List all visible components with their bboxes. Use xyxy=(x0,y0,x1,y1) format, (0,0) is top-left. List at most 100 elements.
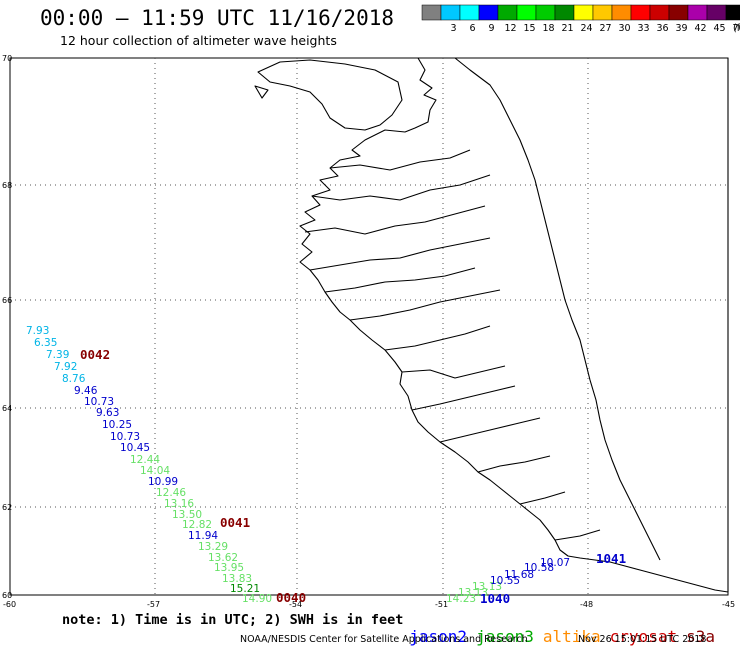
scale-swatch xyxy=(611,4,632,21)
scale-label: 9 xyxy=(488,23,494,34)
wave-height-value: 12.46 xyxy=(156,487,186,499)
wave-height-value: 13.16 xyxy=(164,498,194,510)
lon-label: -57 xyxy=(147,600,160,609)
wave-height-value: 13.29 xyxy=(198,541,228,553)
wave-height-value: 10.73 xyxy=(84,396,114,408)
wave-height-value: 14.23 xyxy=(446,593,476,605)
scale-label: 6 xyxy=(469,23,475,34)
wave-height-value: 7.92 xyxy=(54,361,77,373)
wave-height-value: 6.35 xyxy=(34,337,57,349)
scale-swatch xyxy=(421,4,442,21)
lat-label: 70 xyxy=(2,54,12,63)
wave-height-value: 14.90 xyxy=(242,593,272,605)
pass-labels: 0042 0041 0040 1040 1041 xyxy=(80,347,626,606)
scale-swatch xyxy=(668,4,689,21)
wave-height-value: 10.07 xyxy=(540,557,570,569)
map-title: 00:00 – 11:59 UTC 11/16/2018 xyxy=(40,6,395,30)
lon-label: -54 xyxy=(289,600,302,609)
scale-swatch xyxy=(592,4,613,21)
pass-label: 1040 xyxy=(480,591,510,606)
legend-jason2: jason2 xyxy=(409,627,468,646)
greenland-coastline xyxy=(254,57,729,593)
scale-swatch xyxy=(706,4,727,21)
scale-label: 39 xyxy=(675,23,687,34)
scale-swatch xyxy=(573,4,594,21)
scale-label: 24 xyxy=(580,23,592,34)
scale-label: 21 xyxy=(561,23,573,34)
longitude-labels: -60 -57 -54 -51 -48 -45 xyxy=(3,600,735,609)
lon-label: -45 xyxy=(722,600,735,609)
wave-height-value: 13.13 xyxy=(472,581,502,593)
lon-label: -60 xyxy=(3,600,16,609)
wave-height-value: 13.50 xyxy=(172,509,202,521)
lat-label: 66 xyxy=(2,296,12,305)
color-scale: 36912151821242730333639424570(ft) xyxy=(421,4,740,34)
footer-note: note: 1) Time is in UTC; 2) SWH is in fe… xyxy=(62,612,404,628)
lon-label: -51 xyxy=(435,600,448,609)
lat-label: 64 xyxy=(2,404,12,413)
wave-height-value: 10.58 xyxy=(524,562,554,574)
scale-label: 18 xyxy=(542,23,554,34)
latitude-labels: 70 68 66 64 62 60 xyxy=(2,54,12,600)
wave-height-value: 10.25 xyxy=(102,419,132,431)
scale-swatch xyxy=(516,4,537,21)
wave-height-observations: 7.936.357.397.928.769.4610.739.6310.2510… xyxy=(26,325,570,605)
wave-height-value: 10.73 xyxy=(110,431,140,443)
credit-line: NOAA/NESDIS Center for Satellite Applica… xyxy=(240,634,528,645)
scale-label: 42 xyxy=(694,23,706,34)
legend-s3a: s3a xyxy=(686,627,715,646)
wave-height-value: 8.76 xyxy=(62,373,86,385)
scale-swatch xyxy=(554,4,575,21)
wave-height-value: 12.44 xyxy=(130,454,160,466)
scale-label: 12 xyxy=(504,23,516,34)
wave-height-value: 9.46 xyxy=(74,385,98,397)
scale-swatch xyxy=(725,4,740,21)
scale-swatch xyxy=(478,4,499,21)
wave-height-value: 10.99 xyxy=(148,476,178,488)
wave-height-value: 7.39 xyxy=(46,349,69,361)
satellite-legend: jason2 jason3 altika cryosat s3a xyxy=(390,608,724,646)
wave-height-value: 11.68 xyxy=(504,569,534,581)
scale-swatch xyxy=(649,4,670,21)
scale-label: 36 xyxy=(656,23,668,34)
generation-timestamp: Nov 26 15:01:15 UTC 2018 xyxy=(578,634,707,645)
wave-height-value: 13.62 xyxy=(208,552,238,564)
scale-label: 27 xyxy=(599,23,611,34)
lon-label: -48 xyxy=(580,600,593,609)
wave-height-value: 13.95 xyxy=(214,562,244,574)
wave-height-value: 15.21 xyxy=(230,583,260,595)
scale-swatch xyxy=(497,4,518,21)
legend-jason3: jason3 xyxy=(476,627,534,646)
pass-label: 0040 xyxy=(276,590,306,605)
scale-swatch xyxy=(630,4,651,21)
wave-height-value: 11.94 xyxy=(188,530,218,542)
scale-swatch xyxy=(459,4,480,21)
legend-altika: altika xyxy=(542,627,601,646)
map-subtitle: 12 hour collection of altimeter wave hei… xyxy=(60,33,337,48)
scale-swatch xyxy=(440,4,461,21)
scale-label: 3 xyxy=(450,23,456,34)
scale-swatch xyxy=(687,4,708,21)
legend-cryosat: cryosat xyxy=(609,627,678,646)
scale-label: 33 xyxy=(637,23,649,34)
wave-height-value: 13.13 xyxy=(458,587,488,599)
wave-height-value: 10.55 xyxy=(490,575,520,587)
wave-height-value: 10.45 xyxy=(120,442,150,454)
wave-height-value: 9.63 xyxy=(96,407,119,419)
scale-label: 30 xyxy=(618,23,630,34)
wave-height-value: 14.04 xyxy=(140,465,170,477)
lat-label: 62 xyxy=(2,503,12,512)
scale-label: 15 xyxy=(523,23,535,34)
scale-swatch xyxy=(535,4,556,21)
lat-label: 68 xyxy=(2,181,12,190)
pass-label: 0041 xyxy=(220,515,250,530)
pass-label: 1041 xyxy=(596,551,626,566)
lat-label: 60 xyxy=(2,591,12,600)
pass-label: 0042 xyxy=(80,347,110,362)
wave-height-value: 13.83 xyxy=(222,573,252,585)
scale-unit: (ft) xyxy=(733,23,740,34)
scale-label: 45 xyxy=(713,23,725,34)
scale-label: 70 xyxy=(732,23,740,34)
wave-height-value: 12.82 xyxy=(182,519,212,531)
